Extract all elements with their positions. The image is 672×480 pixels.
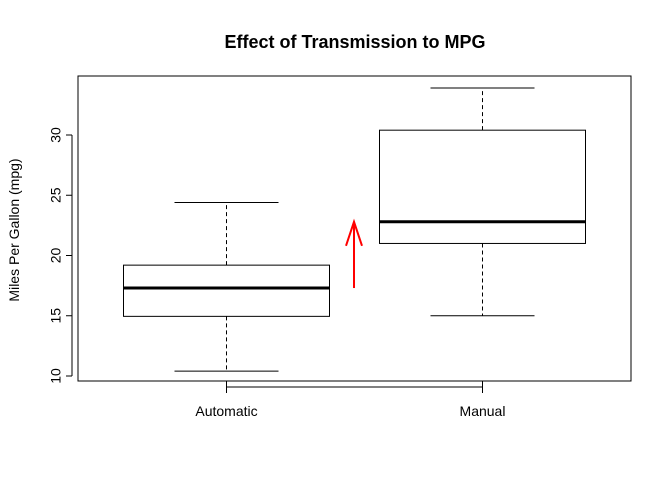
y-tick-label: 20 bbox=[48, 248, 64, 264]
x-tick-label: Manual bbox=[460, 403, 506, 419]
y-tick-label: 10 bbox=[48, 368, 64, 384]
x-tick-label: Automatic bbox=[195, 403, 257, 419]
iqr-box bbox=[379, 129, 586, 244]
y-axis-label: Miles Per Gallon (mpg) bbox=[6, 158, 22, 301]
y-tick-label: 15 bbox=[48, 308, 64, 324]
iqr-box bbox=[123, 264, 330, 317]
plot-frame bbox=[77, 75, 632, 382]
chart-title: Effect of Transmission to MPG bbox=[224, 32, 485, 52]
y-tick-label: 30 bbox=[48, 127, 64, 143]
y-tick-label: 25 bbox=[48, 187, 64, 203]
arrow-head bbox=[345, 218, 363, 247]
